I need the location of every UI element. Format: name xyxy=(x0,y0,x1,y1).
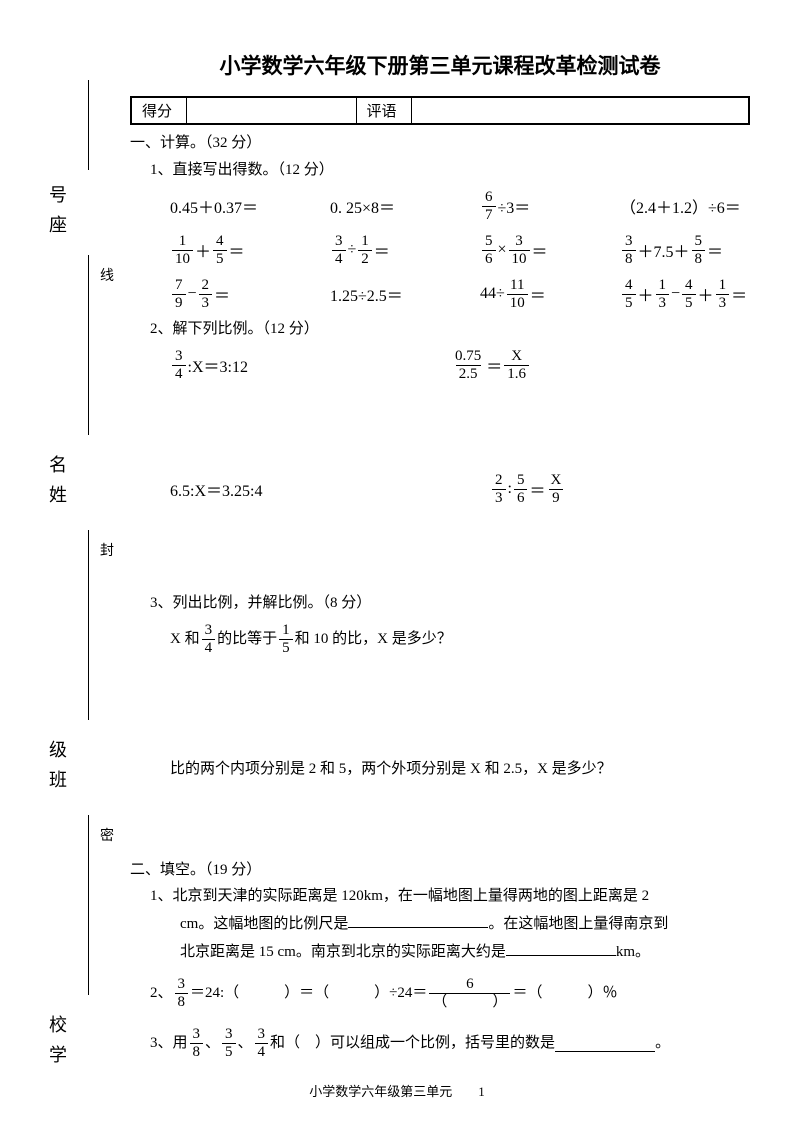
class-label: 级班 xyxy=(48,735,68,795)
calc-row-3: 79 −23＝ 1.25÷2.5＝ 44÷ 1110＝ 45＋ 13− 45＋ … xyxy=(170,277,750,311)
line-label: 线 xyxy=(100,265,114,285)
calc-3d: 45＋ 13− 45＋ 13＝ xyxy=(620,277,747,311)
q3a: X 和 34 的比等于 15 和 10 的比，X 是多少？ xyxy=(170,622,750,656)
calc-3c: 44÷ 1110＝ xyxy=(480,277,620,311)
secret-label: 密 xyxy=(100,825,114,845)
score-cell xyxy=(186,97,356,124)
calc-1d: （2.4＋1.2）÷6＝ xyxy=(620,194,741,218)
binding-sidebar: 号座 线 名姓 封 级班 密 校学 xyxy=(48,80,108,1080)
seat-label: 号座 xyxy=(48,180,68,240)
comment-cell xyxy=(411,97,749,124)
comment-label: 评语 xyxy=(356,97,411,124)
prop-row-1: 34 :X＝3:12 0.752.5 ＝ X1.6 xyxy=(170,348,750,382)
sub2-heading: 2、解下列比例。（12 分） xyxy=(150,317,750,338)
calc-row-1: 0.45＋0.37＝ 0. 25×8＝ 67 ÷3＝ （2.4＋1.2）÷6＝ xyxy=(170,189,750,223)
prop-1b: 0.752.5 ＝ X1.6 xyxy=(450,348,531,382)
content-area: 小学数学六年级下册第三单元课程改革检测试卷 得分 评语 一、计算。（32 分） … xyxy=(130,50,750,1060)
prop-2a: 6.5:X＝3.25:4 xyxy=(170,472,490,506)
prop-2b: 23: 56＝ X9 xyxy=(490,472,566,506)
score-label: 得分 xyxy=(131,97,186,124)
school-label: 校学 xyxy=(48,1010,68,1070)
section2-heading: 二、填空。（19 分） xyxy=(130,858,750,879)
q3b: 比的两个内项分别是 2 和 5，两个外项分别是 X 和 2.5，X 是多少？ xyxy=(170,756,750,783)
prop-1a: 34 :X＝3:12 xyxy=(170,348,450,382)
calc-row-2: 110 ＋45＝ 34 ÷12＝ 56 ×310＝ 38 ＋7.5＋ 58＝ xyxy=(170,233,750,267)
sub3-heading: 3、列出比例，并解比例。（8 分） xyxy=(150,591,750,612)
prop-row-2: 6.5:X＝3.25:4 23: 56＝ X9 xyxy=(170,472,750,506)
page-footer: 小学数学六年级第三单元 1 xyxy=(0,1081,794,1100)
calc-1a: 0.45＋0.37＝ xyxy=(170,194,330,218)
calc-3b: 1.25÷2.5＝ xyxy=(330,282,480,306)
s2-q2: 2、 38 ＝24:（ ）＝（ ）÷24＝ 6（ ） ＝（ ）％ xyxy=(150,976,750,1010)
calc-1c: 67 ÷3＝ xyxy=(480,189,620,223)
name-label: 名姓 xyxy=(48,450,68,510)
calc-2c: 56 ×310＝ xyxy=(480,233,620,267)
calc-2a: 110 ＋45＝ xyxy=(170,233,330,267)
score-table: 得分 评语 xyxy=(130,96,750,125)
calc-2b: 34 ÷12＝ xyxy=(330,233,480,267)
section1-heading: 一、计算。（32 分） xyxy=(130,131,750,152)
s2-q1: 1、北京到天津的实际距离是 120km，在一幅地图上量得两地的图上距离是 2 c… xyxy=(150,883,750,966)
page-title: 小学数学六年级下册第三单元课程改革检测试卷 xyxy=(130,50,750,80)
calc-2d: 38 ＋7.5＋ 58＝ xyxy=(620,233,723,267)
seal-label: 封 xyxy=(100,540,114,560)
sub1-heading: 1、直接写出得数。（12 分） xyxy=(150,158,750,179)
calc-1b: 0. 25×8＝ xyxy=(330,194,480,218)
calc-3a: 79 −23＝ xyxy=(170,277,330,311)
s2-q3: 3、用 38、 35、 34 和（ ）可以组成一个比例，括号里的数是。 xyxy=(150,1026,750,1060)
